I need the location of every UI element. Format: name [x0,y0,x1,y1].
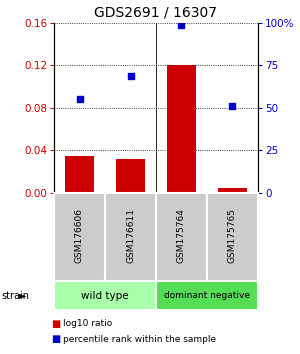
Bar [207,193,258,281]
Text: strain: strain [2,291,29,301]
Bar [116,159,145,193]
Text: GSM175764: GSM175764 [177,208,186,263]
Text: GSM176611: GSM176611 [126,208,135,263]
Point [77,97,82,102]
Text: percentile rank within the sample: percentile rank within the sample [63,335,216,344]
Text: GSM175765: GSM175765 [228,208,237,263]
Text: ►: ► [19,291,26,301]
Point [230,103,235,109]
Bar [156,193,207,281]
Text: GSM176606: GSM176606 [75,208,84,263]
Text: ■: ■ [51,319,60,329]
Text: GDS2691 / 16307: GDS2691 / 16307 [94,5,218,19]
Text: log10 ratio: log10 ratio [63,319,112,329]
Bar [65,156,94,193]
Point [128,73,133,79]
Text: ■: ■ [51,334,60,344]
Bar [54,193,105,281]
Bar [218,188,247,193]
Text: dominant negative: dominant negative [164,291,250,300]
Text: wild type: wild type [81,291,129,301]
Bar [167,65,196,193]
Bar [156,281,258,310]
Point [179,22,184,28]
Bar [54,281,156,310]
Bar [105,193,156,281]
